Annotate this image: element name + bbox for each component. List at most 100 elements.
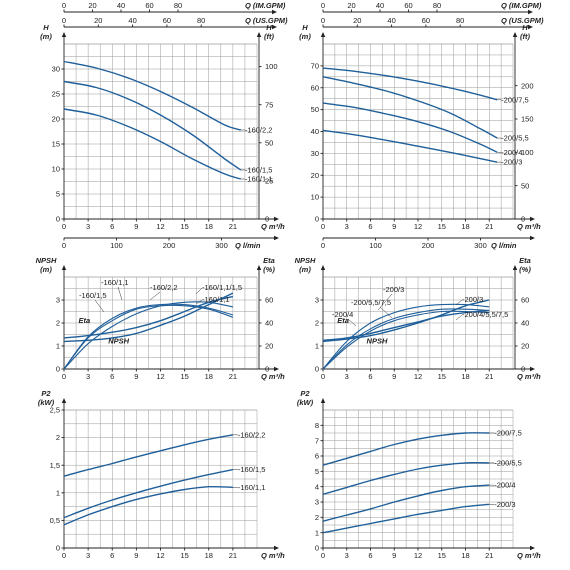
y-tick-label: 1	[56, 488, 60, 497]
y-axis-unit: (m)	[40, 265, 52, 274]
series-line--200-4	[322, 484, 490, 522]
y2-tick-label: 40	[265, 319, 273, 328]
y-tick-label: 40	[311, 127, 319, 136]
x-tick-label: 21	[485, 222, 493, 231]
y2-tick-label: 150	[521, 115, 534, 124]
top-axis-us-label: Q (US.GPM)	[245, 16, 288, 25]
y2-tick-label: 50	[265, 138, 273, 147]
x-tick-label: 18	[205, 551, 213, 560]
y-tick-label: 0	[56, 544, 60, 553]
x-tick-label: 9	[134, 222, 138, 231]
x-tick-label: 3	[86, 372, 90, 381]
y-axis-unit: (kW)	[38, 398, 55, 407]
y-axis-unit: (m)	[40, 32, 52, 41]
y-axis-label: P2	[300, 389, 310, 398]
x-tick-label: 6	[368, 372, 372, 381]
y-tick-label: 5	[315, 467, 319, 476]
x-tick-label: 18	[461, 551, 469, 560]
series-line--200-5-5-7-5	[322, 308, 490, 370]
y2-axis-label: H	[266, 23, 272, 32]
y-tick-label: 1	[315, 342, 319, 351]
top-axis-us-tick-label: 40	[387, 16, 395, 25]
top-axis-imperial-label: Q (IM.GPM)	[245, 1, 286, 10]
axis-arrow	[320, 265, 326, 270]
x-axis-label: Q m³/h	[261, 222, 285, 231]
x-tick-label: 3	[345, 372, 349, 381]
series-label: -160/1,5	[79, 291, 107, 300]
x-axis-label: Q m³/h	[261, 551, 285, 560]
series-line--160-1-1	[63, 295, 234, 339]
series-label: -200/3	[501, 158, 522, 167]
y2-tick-label: 0	[521, 215, 525, 224]
x-tick-label: 9	[392, 372, 396, 381]
y2-tick-label: 100	[265, 62, 278, 71]
x-tick-label: 12	[156, 372, 164, 381]
axis-arrow	[61, 32, 67, 37]
series-label: -200/3	[462, 295, 483, 304]
x-tick-label: 0	[62, 372, 66, 381]
y2-axis-label: H	[522, 23, 528, 32]
x-tick-label: 9	[392, 551, 396, 560]
series-line--200-3	[322, 299, 490, 343]
y-tick-label: 0	[315, 365, 319, 374]
series-line--160-2-2	[63, 60, 242, 131]
y-tick-label: 0	[56, 215, 60, 224]
series-line--200-4	[322, 102, 498, 153]
axis-arrow	[528, 24, 533, 30]
chart-p160: 0 3 6 9 12 15 18 21 Q m³/h 0 0,5 1 1,5 2 2,5 P2(kW) -160…	[38, 389, 285, 560]
chart-n160: 0 3 6 9 12 15 18 21 Q m³/h0123NPSH(m)0204060Eta(…	[36, 256, 286, 381]
bottom-axis-lmin-tick-label: 100	[369, 241, 382, 250]
series-line--200-5-5	[322, 76, 498, 139]
npsh-curve-tag: NPSH	[367, 337, 388, 346]
x-tick-label: 9	[134, 551, 138, 560]
y2-tick-label: 0	[265, 365, 269, 374]
top-axis-us-tick-label: 20	[94, 16, 102, 25]
series-line--200-7-5	[322, 67, 498, 101]
x-tick-label: 6	[110, 372, 114, 381]
y-tick-label: 2	[56, 319, 60, 328]
x-tick-label: 6	[368, 551, 372, 560]
x-tick-label: 9	[134, 372, 138, 381]
label-leader	[94, 299, 105, 313]
x-axis-label: Q m³/h	[517, 222, 541, 231]
top-axis-imperial-tick-label: 20	[347, 1, 355, 10]
y2-axis-label: Eta	[519, 256, 531, 265]
y-tick-label: 3	[315, 296, 319, 305]
axis-arrow	[274, 366, 279, 372]
series-line--160-1-1	[63, 108, 242, 180]
y-tick-label: 2	[315, 513, 319, 522]
y-tick-label: 5	[56, 190, 60, 199]
x-tick-label: 12	[156, 222, 164, 231]
x-tick-label: 3	[345, 222, 349, 231]
y-tick-label: 1	[315, 528, 319, 537]
series-label: -200/4	[332, 310, 353, 319]
x-tick-label: 12	[414, 222, 422, 231]
bottom-axis-lmin-tick-label: 300	[215, 241, 228, 250]
series-label: -200/5,5	[501, 134, 529, 143]
axis-arrow	[256, 32, 262, 37]
y-tick-label: 20	[311, 171, 319, 180]
series-label: -160/2,2	[238, 430, 266, 439]
series-label: -200/5,5	[494, 458, 522, 467]
top-axis-us-tick-label: 20	[353, 16, 361, 25]
top-axis-imperial-tick-label: 0	[321, 1, 325, 10]
series-label: -200/4	[501, 148, 522, 157]
label-leader	[455, 299, 463, 306]
x-tick-label: 3	[86, 222, 90, 231]
x-tick-label: 12	[414, 551, 422, 560]
bottom-axis-lmin-tick-label: 300	[474, 241, 487, 250]
y-axis-label: H	[43, 23, 49, 32]
top-axis-imperial-tick-label: 80	[433, 1, 441, 10]
series-label: -160/2,2	[150, 283, 178, 292]
series-label: -160/2,2	[245, 126, 273, 135]
axis-arrow	[530, 366, 535, 372]
x-axis-label: Q m³/h	[517, 372, 541, 381]
series-label: -160/1,1	[238, 483, 266, 492]
top-axis-us-tick-label: 0	[62, 16, 66, 25]
x-tick-label: 15	[180, 372, 188, 381]
y-axis-unit: (m)	[299, 32, 311, 41]
x-tick-label: 6	[110, 551, 114, 560]
y-tick-label: 0,5	[50, 516, 60, 525]
top-axis-us-tick-label: 0	[321, 16, 325, 25]
